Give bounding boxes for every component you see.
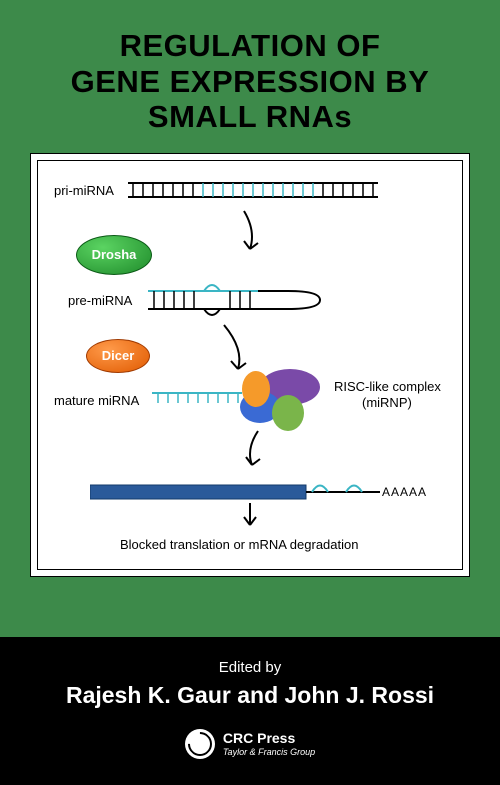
mature-mirna-strand (152, 389, 242, 407)
title-line-1: REGULATION OF (20, 28, 480, 64)
publisher-text: CRC Press Taylor & Francis Group (223, 730, 315, 758)
label-pri-mirna: pri-miRNA (54, 183, 114, 198)
diagram-frame: pri-miRNA Drosha pre-miRNA (30, 153, 470, 577)
book-title: REGULATION OF GENE EXPRESSION BY SMALL R… (0, 0, 500, 153)
title-line-2: GENE EXPRESSION BY (20, 64, 480, 100)
publisher-name: CRC Press (223, 730, 315, 747)
drosha-enzyme: Drosha (76, 235, 152, 275)
editor-names: Rajesh K. Gaur and John J. Rossi (20, 682, 480, 709)
label-mature-mirna: mature miRNA (54, 393, 139, 408)
label-risc-2: (miRNP) (362, 395, 412, 410)
edited-by-label: Edited by (20, 659, 480, 676)
title-line-3: SMALL RNAs (20, 99, 480, 135)
label-polya: AAAAA (382, 485, 427, 499)
pre-mirna-hairpin (148, 281, 338, 325)
risc-complex (234, 367, 326, 433)
dicer-enzyme: Dicer (86, 339, 150, 373)
publisher-group: Taylor & Francis Group (223, 747, 315, 758)
arrow-3 (238, 429, 278, 475)
arrow-1 (238, 207, 278, 261)
label-pre-mirna: pre-miRNA (68, 293, 132, 308)
pri-mirna-strand (128, 179, 378, 203)
editor-block: Edited by Rajesh K. Gaur and John J. Ros… (0, 637, 500, 785)
publisher-row: CRC Press Taylor & Francis Group (20, 729, 480, 759)
label-risc-1: RISC-like complex (334, 379, 441, 394)
arrow-4 (240, 501, 260, 533)
crc-press-logo-icon (185, 729, 215, 759)
mirna-pathway-diagram: pri-miRNA Drosha pre-miRNA (37, 160, 463, 570)
label-blocked-translation: Blocked translation or mRNA degradation (120, 537, 358, 552)
